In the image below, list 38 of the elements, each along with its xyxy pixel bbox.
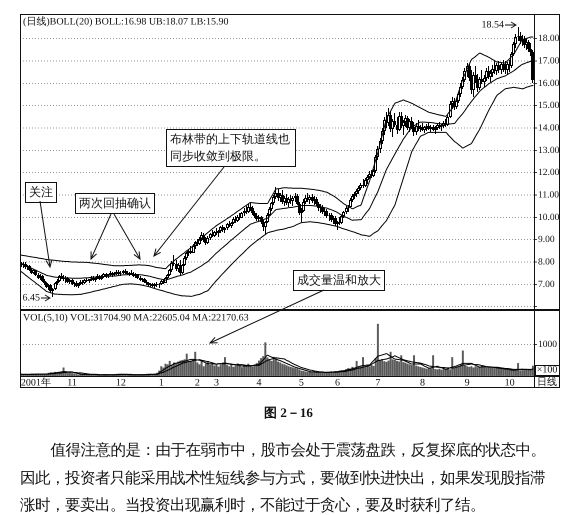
x-tick-label: 2 (194, 378, 200, 389)
x-tick-label: 1 (158, 378, 164, 389)
y-tick-label: 13.00 (538, 146, 560, 156)
x-tick-label: 3 (214, 378, 219, 389)
chart-title: VOL(5,10) VOL:31704.90 MA:22605.04 MA:22170.63 (23, 312, 249, 324)
y-tick-label: 8.00 (538, 257, 555, 268)
x-axis-title: 日线 (537, 376, 557, 388)
x-tick-label: 4 (256, 378, 262, 389)
annotation: 18.54 (482, 20, 504, 31)
y-tick-label: 9.00 (538, 235, 555, 246)
y-tick-label: 15.00 (538, 101, 560, 112)
caption: 图 2－16 (263, 404, 314, 422)
annotation: 6.45 (22, 292, 40, 304)
y-tick-label: 10.00 (538, 212, 560, 223)
y-tick-label: 7.00 (538, 280, 555, 290)
x-tick-label: 11 (67, 378, 77, 389)
chart-title: (日线)BOLL(20) BOLL:16.98 UB:18.07 LB:15.90 (23, 16, 229, 28)
x-tick-label: 12 (116, 378, 126, 389)
annotation: 关注 (25, 182, 57, 203)
annotation: 布林带的上下轨道线也同步收敛到极限。 (166, 129, 296, 167)
x-tick-label: 9 (464, 378, 470, 389)
y-tick-label: 16.00 (538, 78, 560, 89)
y-axis-title: ×100 (536, 364, 558, 376)
y-tick-label: 11.00 (538, 190, 560, 200)
x-tick-label: 7 (375, 378, 380, 389)
y-tick-label: 17.00 (538, 56, 560, 66)
y-tick-label: 1000 (538, 340, 558, 350)
text: 值得注意的是：由于在弱市中，股市会处于震荡盘跌，反复探底的状态中。因此，投资者只能采用战术性短线参与方式，要做到快进快出，如果发现股指滞涨时，要卖出。当投资出现赢利时，不能过于贪心，要及时获利了结。 (20, 441, 546, 515)
annotation: 成交量温和放大 (293, 270, 385, 291)
annotation: 两次回抽确认 (75, 193, 155, 214)
x-tick-label: 5 (298, 378, 304, 389)
x-tick-label: 2001年 (20, 376, 51, 389)
x-tick-label: 10 (504, 378, 515, 389)
y-tick-label: 12.00 (538, 168, 560, 178)
y-tick-label: 18.00 (538, 34, 560, 44)
x-tick-label: 6 (335, 378, 340, 389)
y-tick-label: 14.00 (538, 123, 560, 134)
x-tick-label: 8 (420, 378, 425, 389)
